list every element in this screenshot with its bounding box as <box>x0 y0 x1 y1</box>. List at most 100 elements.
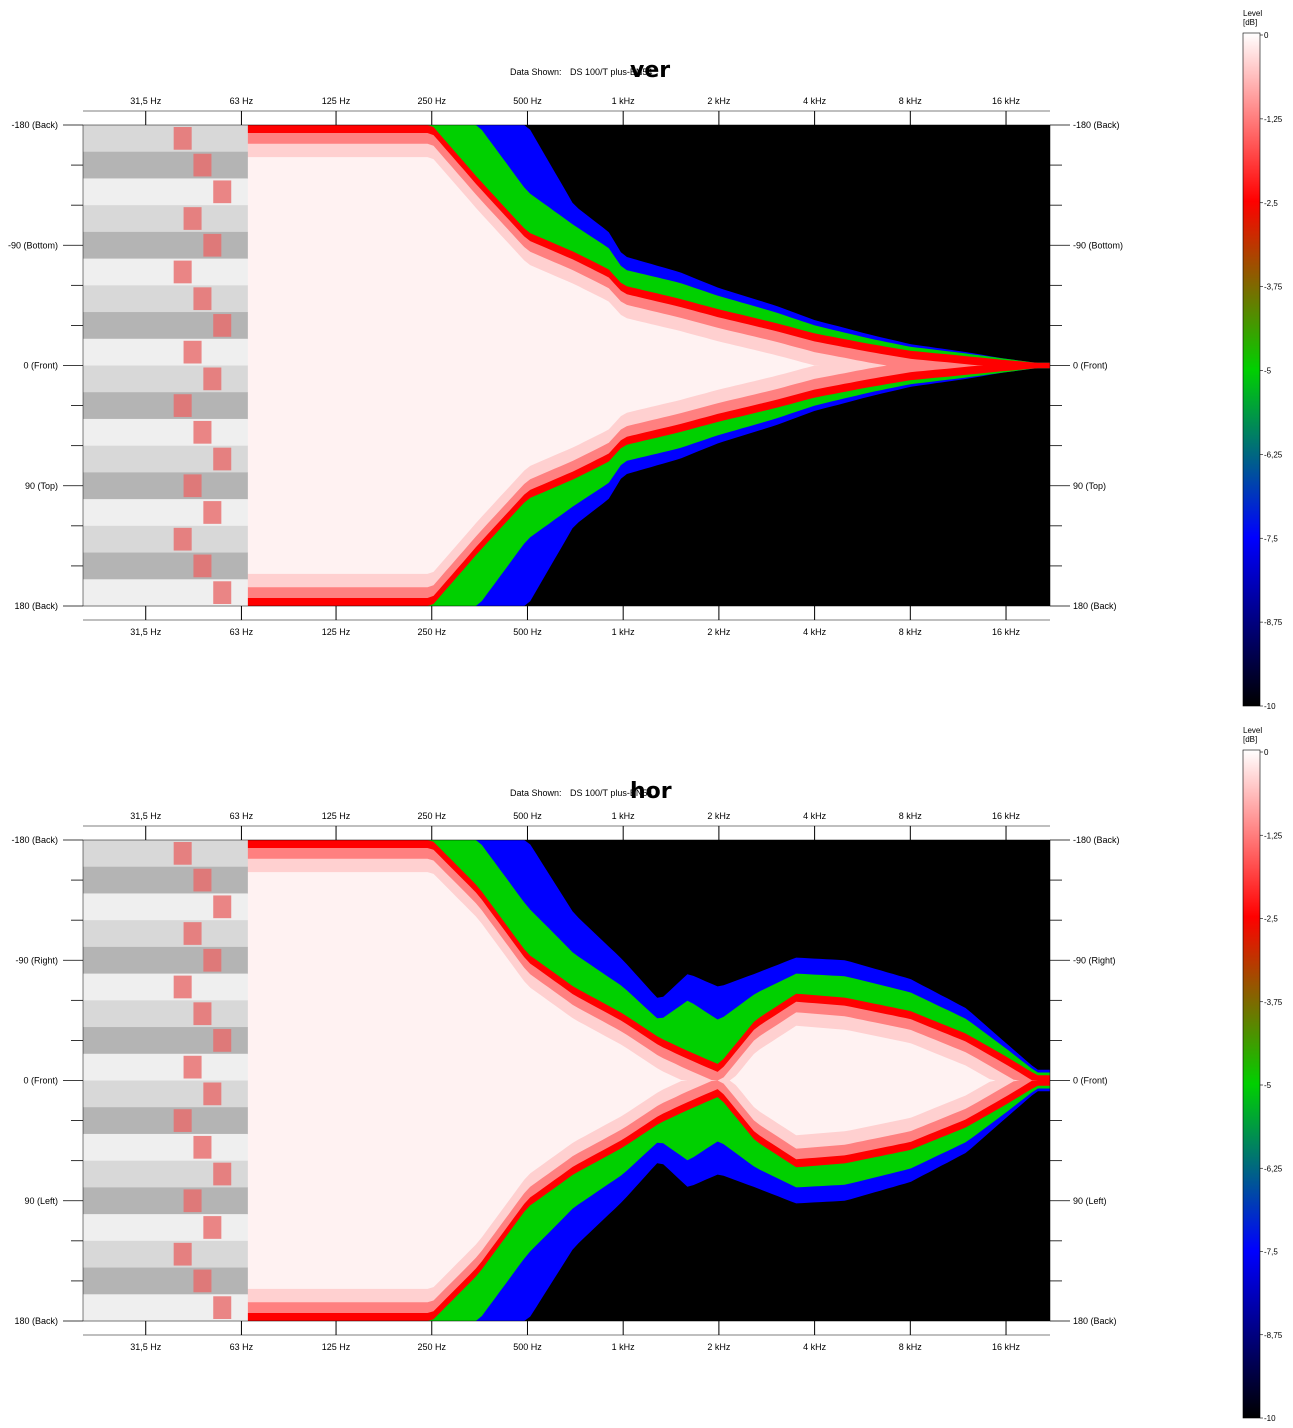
y-axis-right: -180 (Back) -90 (Bottom) 0 (Front) 90 (Top)… <box>1050 120 1123 611</box>
low-frequency-spot <box>203 1216 222 1239</box>
contour-0-db <box>83 872 1050 1289</box>
colorbar-tick-label: -1,25 <box>1264 115 1283 124</box>
colorbar-ticks: 0 -1,25 -2,5 -3,75 -5 -6,25 -7,5 -8,75 -10 <box>1260 31 1283 711</box>
low-frequency-region <box>83 840 248 1322</box>
x-tick-label: 125 Hz <box>322 96 351 106</box>
low-frequency-spot <box>203 367 222 391</box>
low-frequency-band <box>83 418 248 447</box>
x-tick-label: 500 Hz <box>513 627 542 637</box>
x-tick-label: 63 Hz <box>230 811 254 821</box>
x-tick-label: 125 Hz <box>322 1342 351 1352</box>
low-frequency-band <box>83 552 248 580</box>
x-tick-label: 250 Hz <box>417 627 446 637</box>
low-frequency-band <box>83 151 248 179</box>
low-frequency-band <box>83 1000 248 1028</box>
low-frequency-band <box>83 285 248 313</box>
heatmap-plot-area <box>82 839 1051 1322</box>
y-axis-right: -180 (Back) -90 (Right) 0 (Front) 90 (Left)… <box>1050 835 1120 1326</box>
low-frequency-spot <box>183 474 202 498</box>
colorbar-gradient <box>1242 32 1261 707</box>
x-tick-label: 1 kHz <box>612 1342 636 1352</box>
low-frequency-spot <box>193 1135 212 1159</box>
low-frequency-band <box>83 1187 248 1215</box>
x-tick-label: 500 Hz <box>513 1342 542 1352</box>
colorbar-ticks: 0 -1,25 -2,5 -3,75 -5 -6,25 -7,5 -8,75 -10 <box>1260 748 1283 1423</box>
colorbar-top: Level [dB] 0 -1,25 -2,5 -3,75 -5 -6,25 -7,5 -8,… <box>1242 9 1283 711</box>
low-frequency-spot <box>193 554 212 578</box>
x-tick-label: 125 Hz <box>322 627 351 637</box>
low-frequency-spot <box>203 1082 222 1106</box>
x-tick-label: 31,5 Hz <box>130 627 162 637</box>
low-frequency-spot <box>183 1055 202 1079</box>
low-frequency-spot <box>173 260 192 284</box>
x-tick-label: 500 Hz <box>513 811 542 821</box>
colorbar-tick-label: -3,75 <box>1264 283 1283 292</box>
colorbar-tick-label: -7,5 <box>1264 534 1278 543</box>
low-frequency-spot <box>173 1242 192 1266</box>
x-tick-label: 250 Hz <box>417 96 446 106</box>
colorbar-tick-label: -1,25 <box>1264 831 1283 840</box>
x-tick-label: 31,5 Hz <box>130 96 162 106</box>
y-tick-label: 0 (Front) <box>1073 1076 1108 1086</box>
low-frequency-band <box>83 1267 248 1295</box>
low-frequency-spot <box>173 527 192 551</box>
colorbar-tick-label: -2,5 <box>1264 199 1278 208</box>
y-tick-label: -90 (Bottom) <box>8 240 58 250</box>
low-frequency-band <box>83 125 248 153</box>
colorbar-tick-label: -8,75 <box>1264 1331 1283 1340</box>
y-tick-label: 90 (Left) <box>1073 1196 1107 1206</box>
low-frequency-band <box>83 365 248 393</box>
colorbar-title: Level <box>1243 726 1262 735</box>
y-axis-left: -180 (Back) -90 (Bottom) 0 (Front) 90 (Top)… <box>8 120 83 611</box>
low-frequency-band <box>83 205 248 233</box>
low-frequency-band <box>83 338 248 366</box>
low-frequency-spot <box>193 868 212 892</box>
chart-title-item: DS 100/T plus-EN54 <box>570 67 652 77</box>
x-tick-label: 4 kHz <box>803 96 827 106</box>
y-tick-label: -90 (Right) <box>1073 955 1116 965</box>
chart-title-suffix: ver <box>630 58 670 83</box>
y-tick-label: -180 (Back) <box>1073 120 1120 130</box>
x-tick-label: 2 kHz <box>707 811 731 821</box>
low-frequency-spot <box>213 1162 232 1186</box>
colorbar-tick-label: -2,5 <box>1264 915 1278 924</box>
x-axis-top: 31,5 Hz 63 Hz 125 Hz 250 Hz 500 Hz 1 kHz 2 kHz… <box>83 811 1050 840</box>
x-tick-label: 1 kHz <box>612 96 636 106</box>
y-tick-label: 180 (Back) <box>14 601 58 611</box>
y-tick-label: -180 (Back) <box>1073 835 1120 845</box>
x-tick-label: 63 Hz <box>230 1342 254 1352</box>
low-frequency-band <box>83 1107 248 1135</box>
x-tick-label: 63 Hz <box>230 96 254 106</box>
low-frequency-spot <box>213 895 232 919</box>
low-frequency-band <box>83 1133 248 1162</box>
y-tick-label: 90 (Left) <box>24 1196 58 1206</box>
low-frequency-spot <box>193 420 212 444</box>
low-frequency-spot <box>203 948 222 972</box>
low-frequency-band <box>83 1214 248 1242</box>
low-frequency-spot <box>213 314 232 337</box>
low-frequency-spot <box>183 207 202 230</box>
x-tick-label: 1 kHz <box>612 811 636 821</box>
colorbar-tick-label: -6,25 <box>1264 1164 1283 1173</box>
x-tick-label: 500 Hz <box>513 96 542 106</box>
low-frequency-band <box>83 1053 248 1081</box>
low-frequency-spot <box>183 340 202 364</box>
low-frequency-band <box>83 866 248 894</box>
contour-0-db <box>83 157 1050 574</box>
chart-title-prefix: Data Shown: <box>510 67 562 77</box>
low-frequency-spot <box>173 842 192 865</box>
colorbar-title: Level <box>1243 9 1262 18</box>
x-tick-label: 31,5 Hz <box>130 1342 162 1352</box>
x-tick-label: 2 kHz <box>707 1342 731 1352</box>
low-frequency-spot <box>203 501 222 524</box>
x-tick-label: 2 kHz <box>707 96 731 106</box>
x-tick-label: 8 kHz <box>899 627 923 637</box>
colorbar-gradient <box>1242 749 1261 1419</box>
low-frequency-spot <box>213 1296 232 1319</box>
x-tick-label: 250 Hz <box>417 811 446 821</box>
low-frequency-spot <box>193 153 212 177</box>
x-tick-label: 16 kHz <box>992 96 1021 106</box>
chart-horizontal: Data Shown: DS 100/T plus-EN54 hor 31,5 … <box>11 779 1119 1352</box>
x-tick-label: 16 kHz <box>992 1342 1021 1352</box>
